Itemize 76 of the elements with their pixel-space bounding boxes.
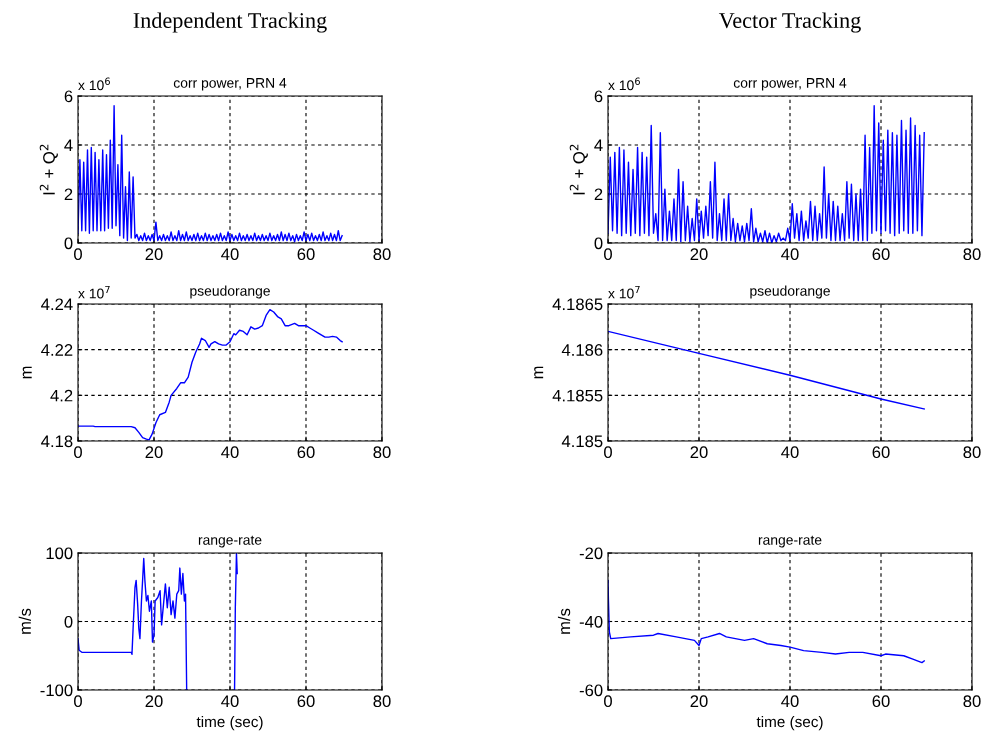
x-tick-label: 40 (221, 446, 239, 459)
y-tick-label: 0 (64, 237, 73, 250)
y-axis-title: m (22, 366, 32, 379)
y-tick-label: 4.24 (41, 298, 73, 311)
x-tick-label: 80 (963, 446, 981, 459)
y-tick-label: 4.186 (561, 344, 603, 356)
chart-title: Vector Tracking (718, 12, 861, 33)
x-tick-label: 40 (781, 695, 799, 708)
line-series (78, 309, 343, 441)
y-tick-label: -20 (579, 547, 603, 560)
text: x 10$^{6}$ (608, 77, 640, 91)
text: x 10$^{7}$ (78, 285, 110, 299)
chart-title: range-rate (198, 535, 262, 548)
x-tick-label: 60 (872, 248, 890, 261)
chart-title: pseudorange (190, 285, 270, 299)
x-tick-label: 0 (604, 695, 612, 708)
x-tick-label: 40 (221, 695, 239, 708)
text: x 10$^{7}$ (608, 285, 640, 299)
x-axis-title: time (sec) (756, 715, 823, 731)
chart-title: range-rate (758, 535, 822, 548)
chart-title: pseudorange (750, 285, 830, 299)
y-tick-label: 0 (594, 237, 603, 250)
y-tick-label: -60 (579, 684, 603, 697)
x-tick-label: 60 (872, 695, 890, 708)
y-tick-label: 2 (64, 188, 73, 201)
x-tick-label: 20 (145, 695, 163, 708)
y-tick-label: 6 (64, 90, 73, 103)
y-tick-label: 4.2 (50, 389, 73, 402)
y-axis-title: m (534, 366, 544, 379)
x-tick-label: 60 (297, 695, 315, 708)
chart-title: Independent Tracking (133, 12, 327, 33)
y-tick-label: -100 (40, 684, 73, 697)
x-tick-label: 20 (690, 695, 708, 708)
x-axis-title: time (sec) (196, 715, 263, 731)
x-tick-label: 80 (373, 446, 391, 459)
y-tick-label: 4.1865 (552, 298, 603, 311)
y-axis-title: I$^{2}$ + Q$^{2}$ (569, 144, 588, 195)
y-tick-label: 100 (46, 547, 73, 560)
line-series (78, 105, 343, 243)
y-axis-title: I$^{2}$ + Q$^{2}$ (39, 144, 58, 195)
x-tick-label: 60 (872, 446, 890, 459)
y-axis-title: m/s (18, 608, 31, 634)
x-tick-label: 80 (373, 695, 391, 708)
y-tick-label: -40 (579, 615, 603, 628)
x-tick-label: 60 (297, 446, 315, 459)
x-tick-label: 0 (74, 248, 82, 261)
y-axis-title: m/s (557, 608, 571, 634)
text: x 10$^{6}$ (78, 77, 110, 91)
y-tick-label: 4.22 (41, 344, 73, 356)
y-tick-label: 4.18 (41, 435, 73, 448)
x-tick-label: 40 (781, 248, 799, 261)
y-tick-label: 4.1855 (552, 389, 603, 402)
x-tick-label: 40 (781, 446, 799, 459)
x-tick-label: 80 (373, 248, 391, 261)
x-tick-label: 20 (145, 446, 163, 459)
line-series (608, 105, 925, 243)
y-tick-label: 2 (594, 188, 603, 201)
y-tick-label: 6 (594, 90, 603, 103)
x-tick-label: 0 (604, 248, 612, 261)
y-tick-label: 4.185 (561, 435, 603, 448)
y-tick-label: 4 (64, 139, 73, 152)
x-tick-label: 0 (604, 446, 612, 459)
x-tick-label: 20 (145, 248, 163, 261)
x-tick-label: 20 (690, 248, 708, 261)
line-series (608, 330, 925, 410)
y-tick-label: 0 (64, 615, 73, 628)
x-tick-label: 0 (74, 695, 82, 708)
chart-subtitle: corr power, PRN 4 (173, 78, 287, 91)
x-tick-label: 40 (221, 248, 239, 261)
x-tick-label: 80 (963, 248, 981, 261)
x-tick-label: 60 (297, 248, 315, 261)
x-tick-label: 20 (690, 446, 708, 459)
y-tick-label: 4 (594, 139, 603, 152)
x-tick-label: 0 (74, 446, 82, 459)
x-tick-label: 80 (963, 695, 981, 708)
chart-subtitle: corr power, PRN 4 (733, 78, 847, 91)
